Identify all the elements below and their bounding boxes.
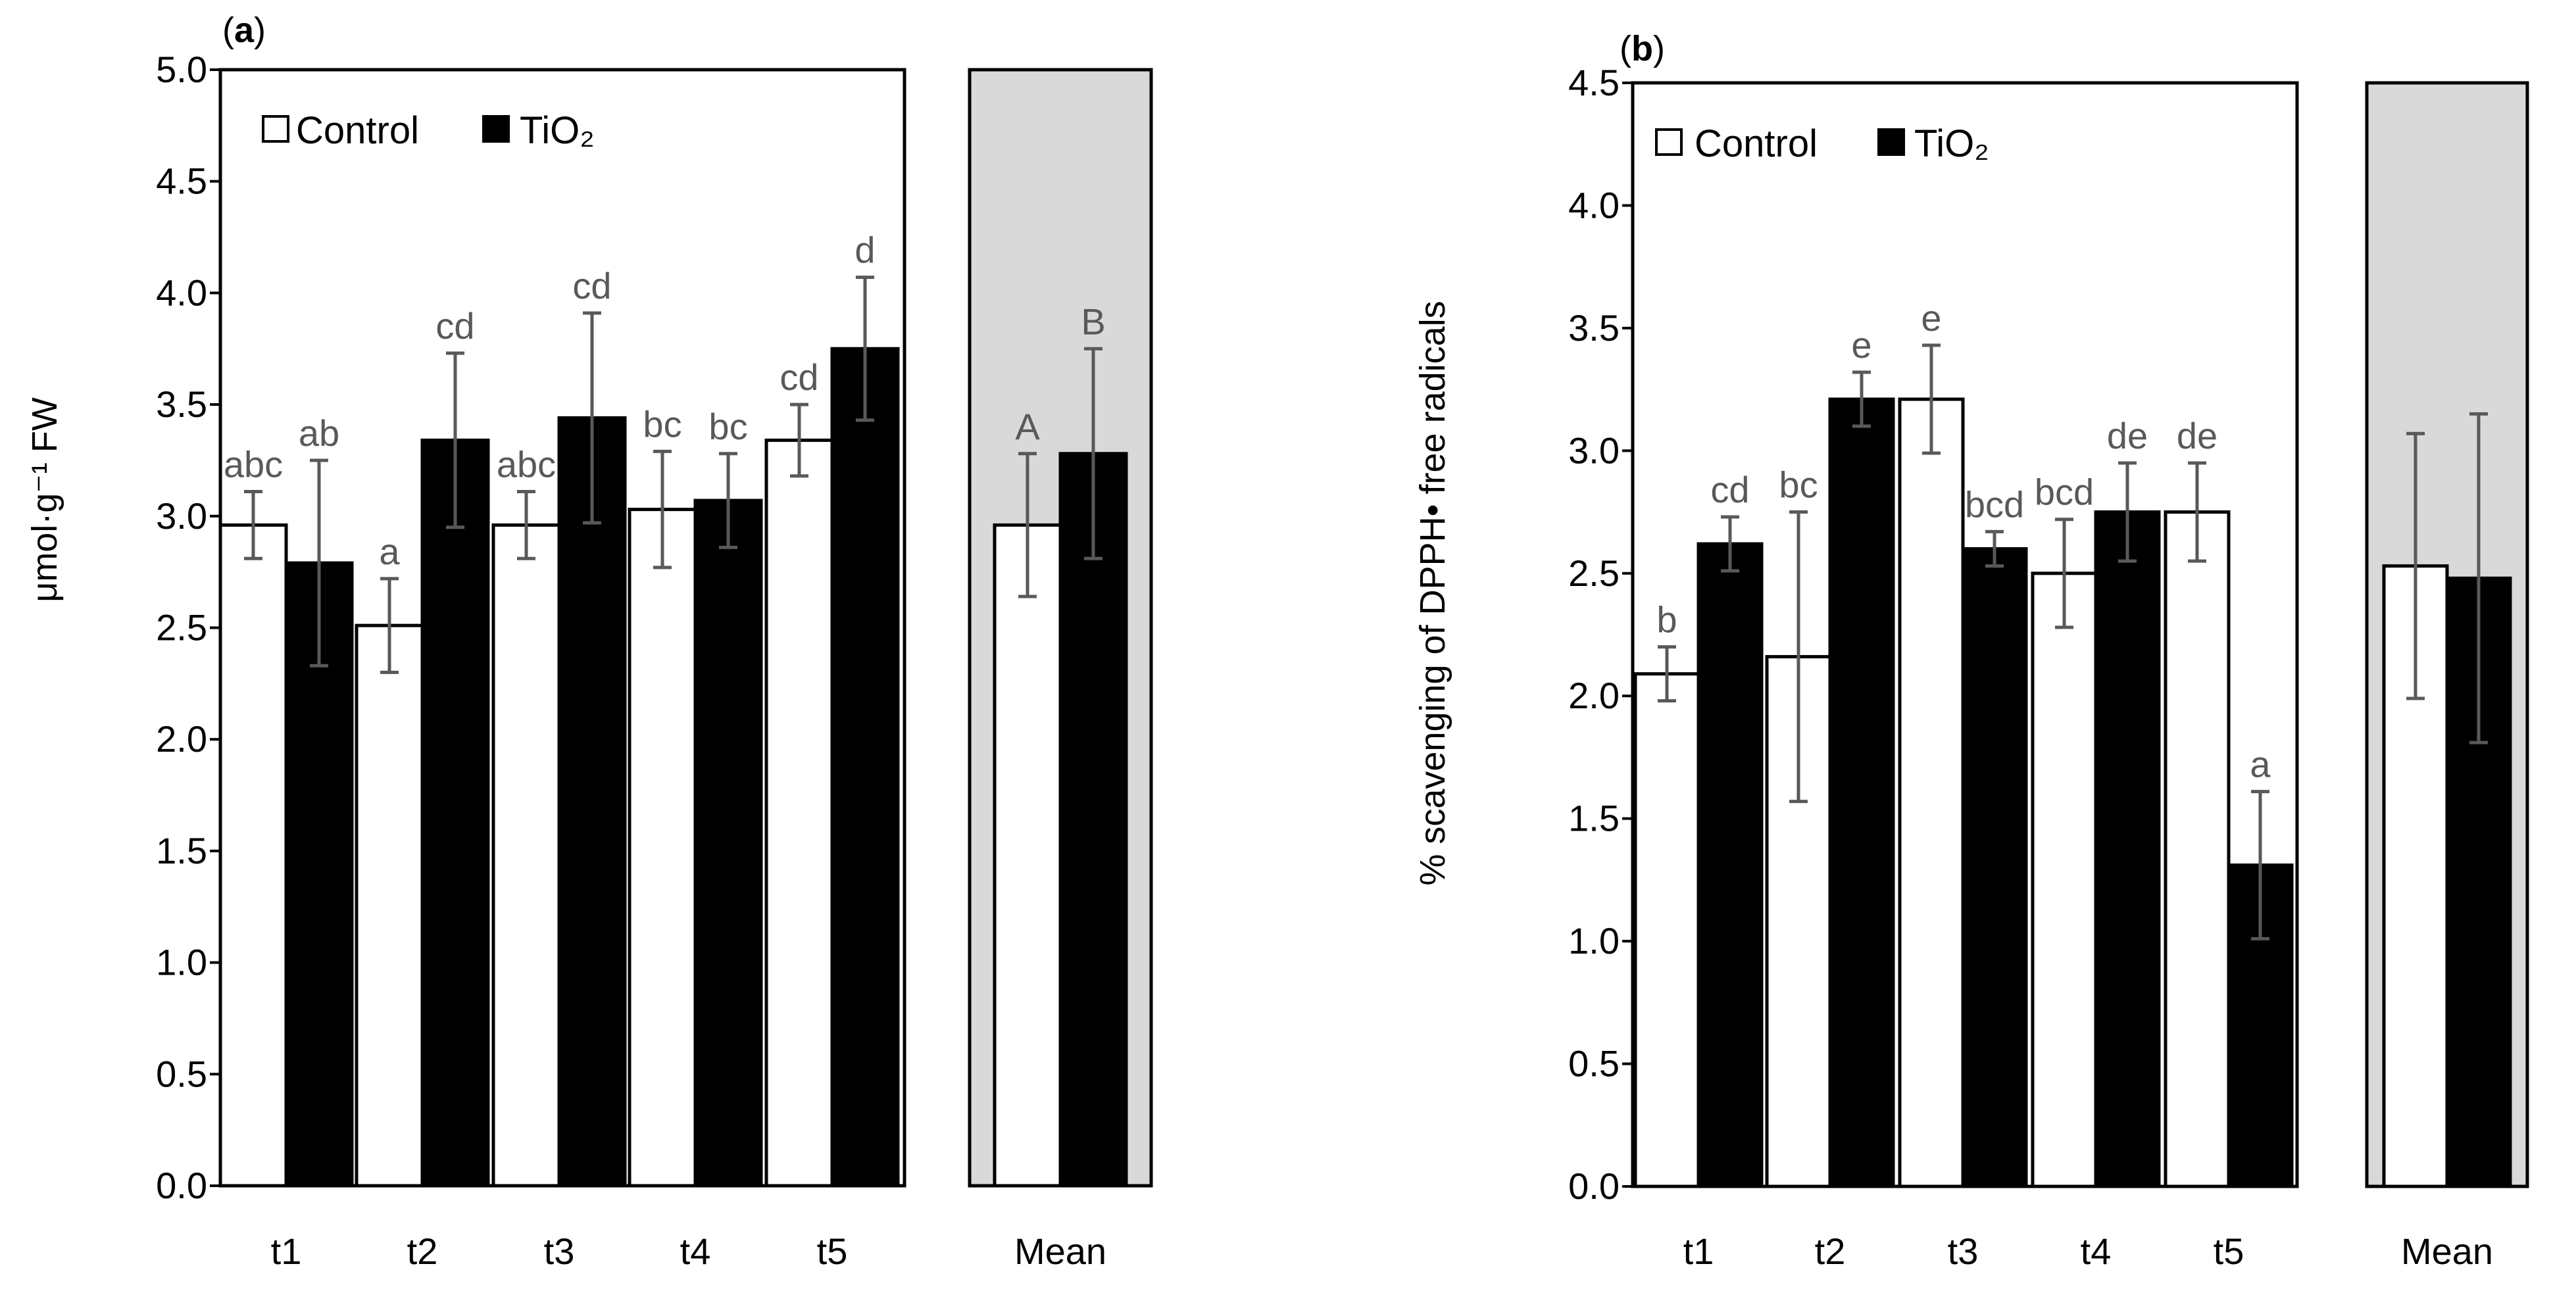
- significance-letter: A: [1015, 406, 1040, 447]
- bar-control: [764, 438, 834, 1188]
- bar-tio2: [420, 438, 490, 1188]
- bar-tio2: [1961, 547, 2028, 1188]
- panel-a: (a) μmol·g⁻¹ FW 0.0 0.5 1.0 1.5 2.0 2.5 3.0 3.5…: [25, 11, 1153, 1272]
- y-tick-label: 3.0: [1568, 429, 1620, 471]
- significance-letter: d: [855, 230, 875, 271]
- x-category-label-mean: Mean: [2401, 1230, 2493, 1272]
- bar-control: [2031, 572, 2098, 1188]
- legend-tio2-label: TiO₂: [1914, 122, 1989, 165]
- panel-b-legend: Control TiO₂: [1655, 122, 1989, 165]
- legend-control-label: Control: [296, 109, 419, 152]
- x-category-label: t5: [817, 1230, 848, 1272]
- significance-letter: cd: [1710, 469, 1749, 510]
- significance-letter: bc: [708, 406, 747, 447]
- bar-control: [355, 623, 424, 1188]
- bar-control: [1898, 397, 1965, 1188]
- y-tick-label: 0.0: [156, 1165, 207, 1206]
- bar-control: [628, 508, 697, 1188]
- significance-letter: bcd: [2035, 472, 2094, 513]
- legend-control-swatch: [262, 115, 289, 143]
- significance-letter: de: [2177, 415, 2217, 456]
- panel-b-label: (b): [1620, 29, 1665, 68]
- bar-tio2: [2094, 510, 2161, 1188]
- significance-letter: a: [2250, 744, 2271, 785]
- x-category-label: t5: [2214, 1230, 2244, 1272]
- y-tick-label: 2.0: [1568, 675, 1620, 716]
- bar-tio2: [557, 416, 627, 1188]
- y-tick-label: 1.0: [156, 942, 207, 983]
- significance-letter: b: [1656, 599, 1677, 641]
- significance-letter: cd: [572, 265, 611, 306]
- y-tick-label: 3.5: [156, 383, 207, 425]
- x-category-label: t1: [271, 1230, 302, 1272]
- y-tick-label: 4.5: [156, 160, 207, 202]
- panel-b-y-ticks: 0.0 0.5 1.0 1.5 2.0 2.5 3.0 3.5 4.0 4.5: [1568, 62, 1633, 1207]
- y-tick-label: 5.0: [156, 49, 207, 90]
- x-category-label: t2: [1815, 1230, 1846, 1272]
- panel-b-y-axis-label: % scavenging of DPPH• free radicals: [1413, 301, 1452, 885]
- x-category-label: t4: [2081, 1230, 2112, 1272]
- bar-tio2: [1828, 397, 1895, 1188]
- panel-b: (b) % scavenging of DPPH• free radicals …: [1413, 29, 2529, 1272]
- bar-control-mean: [993, 523, 1062, 1188]
- bar-control: [491, 523, 561, 1188]
- bar-tio2: [693, 499, 763, 1188]
- legend-tio2-label: TiO₂: [520, 109, 595, 152]
- y-tick-label: 3.0: [156, 495, 207, 537]
- x-category-label: t3: [1948, 1230, 1979, 1272]
- panel-a-categories: t1 t2 t3 t4 t5 Mean: [271, 1230, 1106, 1272]
- significance-letter: B: [1081, 301, 1105, 342]
- significance-letter: e: [1851, 324, 1871, 366]
- y-tick-label: 4.0: [156, 272, 207, 313]
- significance-letter: bc: [643, 403, 681, 445]
- bar-tio2: [830, 347, 900, 1188]
- panel-a-y-axis-label: μmol·g⁻¹ FW: [25, 397, 64, 602]
- y-tick-label: 3.5: [1568, 307, 1620, 349]
- x-category-label: t4: [680, 1230, 711, 1272]
- significance-letter: bcd: [1965, 483, 2024, 525]
- panel-a-legend: Control TiO₂: [262, 109, 595, 152]
- significance-letter: a: [379, 531, 400, 572]
- bar-control: [1633, 672, 1700, 1188]
- legend-tio2-swatch: [482, 115, 510, 143]
- significance-letter: cd: [435, 305, 474, 347]
- legend-control-label: Control: [1695, 122, 1818, 165]
- panel-b-categories: t1 t2 t3 t4 t5 Mean: [1683, 1230, 2493, 1272]
- panel-a-y-ticks: 0.0 0.5 1.0 1.5 2.0 2.5 3.0 3.5 4.0 4.5 5.0: [156, 49, 220, 1206]
- panel-a-label: (a): [222, 11, 266, 50]
- y-tick-label: 0.5: [1568, 1043, 1620, 1084]
- y-tick-label: 4.0: [1568, 184, 1620, 226]
- significance-letter: e: [1921, 297, 1941, 339]
- y-tick-label: 0.5: [156, 1053, 207, 1094]
- bar-control: [2164, 510, 2231, 1188]
- significance-letter: de: [2107, 415, 2148, 456]
- y-tick-label: 2.5: [156, 607, 207, 648]
- significance-letter: bc: [1779, 464, 1818, 506]
- y-tick-label: 1.5: [156, 830, 207, 871]
- significance-letter: abc: [224, 443, 283, 485]
- y-tick-label: 2.0: [156, 718, 207, 760]
- bar-tio2-mean: [1058, 452, 1128, 1188]
- x-category-label: t3: [544, 1230, 575, 1272]
- x-category-label-mean: Mean: [1014, 1230, 1106, 1272]
- x-category-label: t2: [407, 1230, 438, 1272]
- significance-letter: ab: [299, 412, 339, 454]
- bar-tio2: [1697, 542, 1764, 1188]
- y-tick-label: 1.0: [1568, 920, 1620, 961]
- legend-control-swatch: [1655, 128, 1683, 156]
- y-tick-label: 0.0: [1568, 1165, 1620, 1207]
- y-tick-label: 4.5: [1568, 62, 1620, 103]
- significance-letter: abc: [497, 443, 556, 485]
- significance-letter: cd: [780, 356, 818, 398]
- legend-tio2-swatch: [1877, 128, 1905, 156]
- y-tick-label: 2.5: [1568, 552, 1620, 594]
- bar-control: [218, 523, 288, 1188]
- x-category-label: t1: [1683, 1230, 1714, 1272]
- y-tick-label: 1.5: [1568, 798, 1620, 839]
